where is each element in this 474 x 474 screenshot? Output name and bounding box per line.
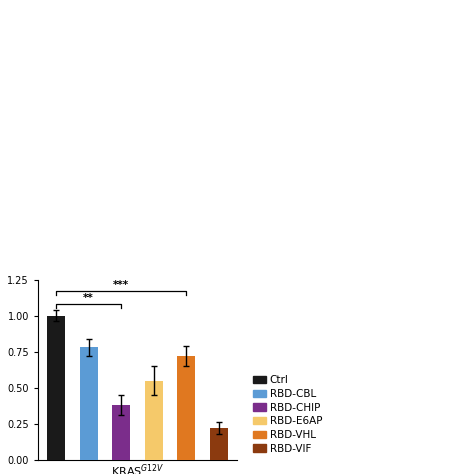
Text: **: ** (83, 293, 94, 303)
Bar (177, 356, 195, 460)
Bar (112, 405, 130, 460)
Bar (80, 347, 98, 460)
Legend: Ctrl, RBD-CBL, RBD-CHIP, RBD-E6AP, RBD-VHL, RBD-VIF: Ctrl, RBD-CBL, RBD-CHIP, RBD-E6AP, RBD-V… (252, 374, 323, 455)
Bar (145, 381, 163, 460)
X-axis label: KRAS$^{G12V}$: KRAS$^{G12V}$ (111, 463, 164, 474)
Text: ***: *** (113, 280, 129, 290)
Bar (210, 428, 228, 460)
Bar (47, 316, 65, 460)
